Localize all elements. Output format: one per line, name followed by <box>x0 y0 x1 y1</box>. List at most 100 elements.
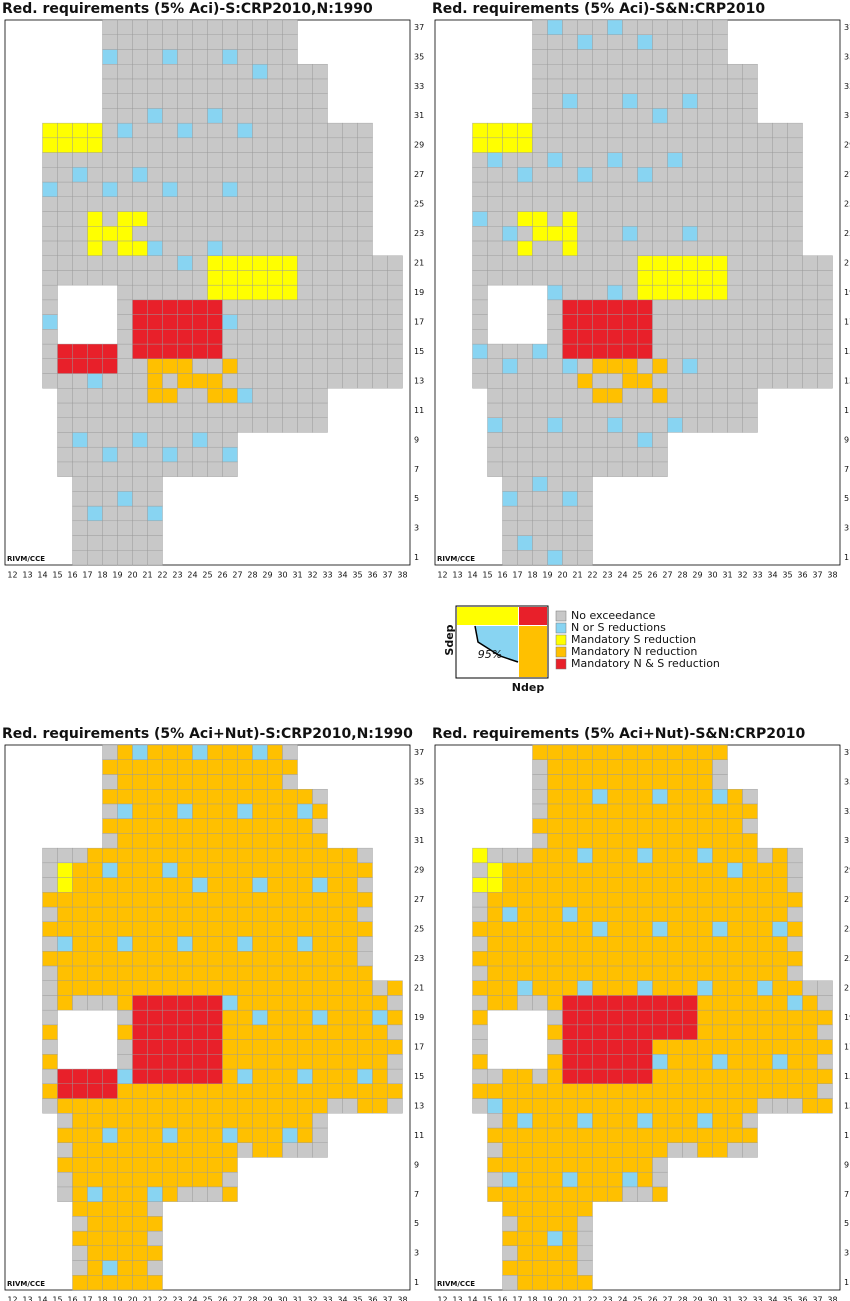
grid-cell <box>667 818 683 834</box>
grid-cell <box>817 314 833 330</box>
grid-cell <box>637 1113 653 1129</box>
grid-cell <box>712 181 728 197</box>
grid-cell <box>517 906 533 922</box>
y-tick-label: 33 <box>844 807 850 816</box>
grid-cell <box>472 211 488 227</box>
grid-cell <box>267 1039 283 1055</box>
grid-cell <box>222 1009 238 1026</box>
grid-cell <box>177 358 193 374</box>
grid-cell <box>297 1039 313 1055</box>
grid-cell <box>652 167 668 183</box>
grid-cell <box>312 284 328 301</box>
grid-cell <box>342 1083 358 1099</box>
grid-cell <box>297 167 313 183</box>
x-tick-label: 28 <box>247 571 257 580</box>
grid-cell <box>192 34 208 50</box>
grid-cell <box>387 995 403 1011</box>
grid-cell <box>562 847 578 864</box>
grid-cell <box>622 1068 638 1084</box>
grid-cell <box>57 181 73 197</box>
grid-cell <box>742 803 758 819</box>
grid-cell <box>237 862 253 878</box>
grid-cell <box>517 226 533 242</box>
grid-cell <box>192 1009 208 1026</box>
grid-cell <box>312 63 328 80</box>
grid-cell <box>117 34 133 50</box>
grid-cell <box>372 1068 388 1084</box>
grid-cell <box>207 211 223 227</box>
grid-cell <box>562 240 578 256</box>
grid-cell <box>147 240 163 256</box>
grid-cell <box>607 980 623 996</box>
grid-cell <box>132 167 148 183</box>
grid-cell <box>207 744 223 760</box>
grid-cell <box>147 550 163 566</box>
grid-cell <box>72 1142 88 1158</box>
grid-cell <box>222 980 238 996</box>
grid-cell <box>327 329 343 345</box>
y-tick-label: 1 <box>844 553 849 562</box>
grid-cell <box>312 1039 328 1055</box>
grid-cell <box>802 343 818 359</box>
grid-cell <box>237 892 253 908</box>
grid-cell <box>57 270 73 286</box>
map-title: Red. requirements (5% Aci)-S&N:CRP2010 <box>432 1 765 17</box>
grid-cell <box>637 388 653 404</box>
grid-cell <box>472 314 488 330</box>
y-tick-label: 9 <box>844 435 849 444</box>
grid-cell <box>592 995 608 1011</box>
grid-cell <box>622 1186 638 1202</box>
grid-cell <box>517 167 533 183</box>
grid-cell <box>147 1216 163 1232</box>
grid-cell <box>682 299 698 315</box>
grid-cell <box>327 181 343 197</box>
grid-cell <box>297 1054 313 1070</box>
grid-cell <box>532 1216 548 1232</box>
grid-cell <box>207 1113 223 1129</box>
grid-cell <box>562 446 578 463</box>
grid-cell <box>697 862 713 878</box>
grid-cell <box>547 906 563 922</box>
grid-cell <box>207 122 223 139</box>
grid-cell <box>547 1083 563 1099</box>
grid-cell <box>387 270 403 286</box>
grid-cell <box>192 906 208 922</box>
grid-cell <box>147 137 163 153</box>
grid-cell <box>357 255 373 271</box>
x-tick-label: 25 <box>632 1296 642 1301</box>
grid-cell <box>592 343 608 359</box>
grid-cell <box>147 49 163 65</box>
grid-cell <box>57 240 73 256</box>
grid-cell <box>222 1054 238 1070</box>
grid-cell <box>42 1083 58 1099</box>
grid-cell <box>237 63 253 80</box>
grid-cell <box>297 358 313 374</box>
grid-cell <box>387 1039 403 1055</box>
grid-cell <box>682 1083 698 1099</box>
grid-cell <box>177 833 193 849</box>
grid-cell <box>712 63 728 80</box>
grid-cell <box>387 343 403 359</box>
grid-cell <box>192 299 208 315</box>
grid-cell <box>312 906 328 922</box>
grid-cell <box>667 167 683 183</box>
grid-cell <box>682 1054 698 1070</box>
grid-cell <box>727 284 743 301</box>
x-tick-label: 37 <box>382 1296 392 1301</box>
grid-cell <box>222 93 238 109</box>
grid-cell <box>237 402 253 418</box>
grid-cell <box>622 284 638 301</box>
grid-cell <box>252 108 268 124</box>
grid-cell <box>147 759 163 775</box>
grid-cell <box>517 1098 533 1114</box>
grid-cell <box>147 1068 163 1084</box>
grid-cell <box>682 965 698 981</box>
grid-cell <box>117 1054 133 1070</box>
grid-cell <box>772 226 788 242</box>
grid-cell <box>87 862 103 878</box>
grid-cell <box>342 877 358 893</box>
grid-cell <box>177 388 193 404</box>
grid-cell <box>147 936 163 952</box>
grid-cell <box>502 343 518 359</box>
grid-cell <box>72 432 88 448</box>
